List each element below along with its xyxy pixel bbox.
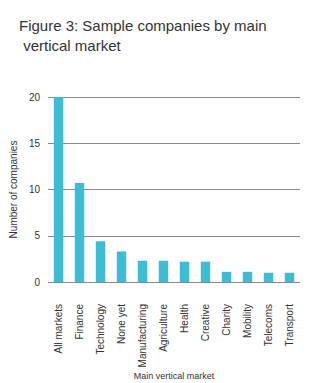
svg-text:Finance: Finance xyxy=(74,304,85,340)
svg-text:vertical market: vertical market xyxy=(19,37,122,54)
svg-text:None yet: None yet xyxy=(116,304,127,344)
svg-text:Figure 3: Sample companies by: Figure 3: Sample companies by main xyxy=(19,17,267,34)
svg-text:Technology: Technology xyxy=(95,304,106,355)
svg-text:Transport: Transport xyxy=(284,304,295,347)
svg-text:Health: Health xyxy=(179,304,190,333)
svg-text:Main vertical market: Main vertical market xyxy=(134,371,215,381)
svg-text:Creative: Creative xyxy=(200,304,211,342)
svg-text:20: 20 xyxy=(29,92,41,103)
svg-text:Mobility: Mobility xyxy=(242,304,253,338)
svg-text:Charity: Charity xyxy=(221,304,232,336)
svg-text:Telecoms: Telecoms xyxy=(263,304,274,346)
svg-text:0: 0 xyxy=(34,277,40,288)
svg-text:10: 10 xyxy=(29,184,41,195)
svg-text:Number of companies: Number of companies xyxy=(8,141,19,239)
svg-text:Agriculture: Agriculture xyxy=(158,304,169,352)
svg-text:All markets: All markets xyxy=(53,304,64,353)
svg-text:5: 5 xyxy=(34,230,40,241)
svg-text:15: 15 xyxy=(29,138,41,149)
svg-text:Manufacturing: Manufacturing xyxy=(137,304,148,367)
